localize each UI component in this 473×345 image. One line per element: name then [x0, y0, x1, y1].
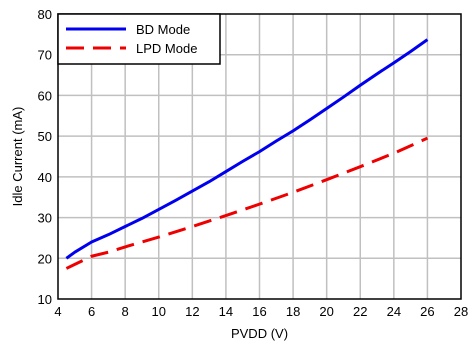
y-tick-label: 30: [38, 211, 52, 226]
grid-lines: [58, 14, 461, 299]
series-line-lpd-mode: [65, 136, 429, 270]
x-tick-label: 26: [420, 304, 434, 319]
series-lines: [65, 38, 429, 270]
x-tick-label: 14: [219, 304, 233, 319]
x-tick-label: 20: [319, 304, 333, 319]
legend: BD Mode LPD Mode: [57, 13, 221, 65]
series-line-bd-mode: [65, 38, 429, 260]
legend-label-bd-mode: BD Mode: [136, 22, 190, 37]
x-tick-label: 24: [387, 304, 401, 319]
legend-box: [57, 13, 221, 65]
y-tick-label: 80: [38, 7, 52, 22]
y-tick-label: 60: [38, 88, 52, 103]
x-tick-label: 12: [185, 304, 199, 319]
y-tick-label: 10: [38, 292, 52, 307]
x-tick-label: 22: [353, 304, 367, 319]
y-tick-label: 70: [38, 48, 52, 63]
x-tick-label: 18: [286, 304, 300, 319]
x-tick-label: 16: [252, 304, 266, 319]
y-tick-label: 50: [38, 129, 52, 144]
x-axis-title: PVDD (V): [231, 326, 288, 341]
plot-frame: [57, 13, 462, 300]
x-tick-label: 8: [122, 304, 129, 319]
y-axis-title: Idle Current (mA): [10, 107, 25, 207]
y-tick-label: 20: [38, 251, 52, 266]
x-tick-label: 28: [454, 304, 468, 319]
x-tick-labels: 4 6 8 10 12 14 16 18 20 22 24 26 28: [54, 304, 468, 319]
x-tick-label: 10: [152, 304, 166, 319]
y-tick-label: 40: [38, 170, 52, 185]
y-tick-labels: 10 20 30 40 50 60 70 80: [38, 7, 52, 307]
x-tick-label: 4: [54, 304, 61, 319]
x-tick-label: 6: [88, 304, 95, 319]
legend-label-lpd-mode: LPD Mode: [136, 41, 197, 56]
